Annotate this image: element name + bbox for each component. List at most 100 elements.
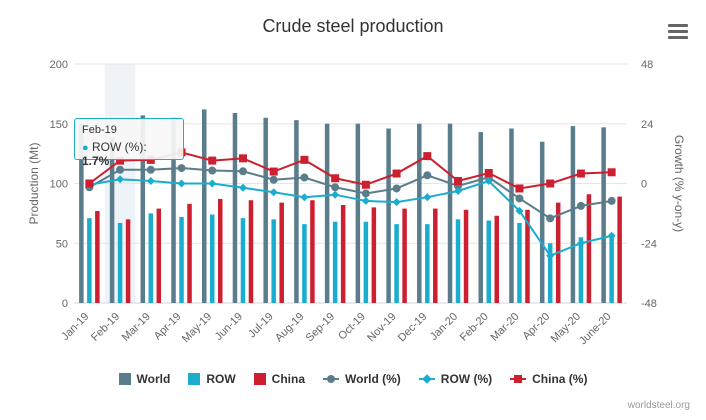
point-row xyxy=(546,251,555,260)
x-tick-label: June-20 xyxy=(577,311,614,348)
point-world xyxy=(515,194,524,203)
bar-china xyxy=(586,194,592,303)
bar-row xyxy=(271,219,276,303)
y-tick-label: 0 xyxy=(62,298,68,310)
x-tick-label: Jan-20 xyxy=(428,311,460,343)
bar-row xyxy=(148,213,154,303)
bar-row xyxy=(517,222,522,303)
bar-china xyxy=(433,208,438,303)
legend-item[interactable]: China (%) xyxy=(510,372,587,386)
x-tick-label: Feb-19 xyxy=(89,311,122,344)
point-china xyxy=(484,169,493,178)
point-world xyxy=(300,173,309,182)
bar-china xyxy=(463,209,469,303)
bar-icon xyxy=(118,373,131,385)
x-tick-label: Jan-19 xyxy=(59,311,91,343)
x-tick-label: Apr-19 xyxy=(152,311,184,343)
bar-china xyxy=(340,205,346,303)
point-row xyxy=(208,179,217,188)
circle-icon xyxy=(323,373,339,385)
y2-axis-title: Growth (% y-on-y) xyxy=(672,135,686,232)
bar-china xyxy=(95,210,100,303)
tooltip-series-label: ROW (%): xyxy=(92,140,147,154)
y2-tick-label: -48 xyxy=(641,298,657,310)
bar-world xyxy=(79,123,84,303)
point-row xyxy=(238,183,247,192)
point-world xyxy=(269,175,278,184)
x-tick-label: Jun-19 xyxy=(213,311,245,343)
bar-world xyxy=(202,109,207,303)
x-tick-label: Oct-19 xyxy=(336,311,368,343)
bar-row xyxy=(609,233,614,303)
legend: World ROW China World (%) ROW (%) China (%) xyxy=(0,372,706,386)
bar-world xyxy=(171,117,176,304)
x-tick-label: Aug-19 xyxy=(273,311,307,345)
bar-row xyxy=(87,218,92,303)
y2-tick-label: 48 xyxy=(641,59,653,71)
chart-title: Crude steel production xyxy=(262,16,444,36)
point-row xyxy=(269,188,278,197)
bar-world xyxy=(570,126,576,303)
bar-row xyxy=(394,224,399,303)
bar-row xyxy=(117,222,123,303)
bar-china xyxy=(310,200,315,303)
point-world xyxy=(146,165,155,174)
x-tick-label: May-19 xyxy=(180,311,214,345)
point-china xyxy=(515,184,524,193)
legend-item[interactable]: ROW (%) xyxy=(418,372,492,386)
line-world xyxy=(88,167,612,220)
legend-item[interactable]: World xyxy=(118,372,170,386)
bar-world xyxy=(294,120,299,303)
bar-world xyxy=(601,127,606,304)
bar-world xyxy=(386,128,391,303)
bar-world xyxy=(324,123,330,303)
bar-world xyxy=(417,123,422,303)
point-row xyxy=(116,175,125,184)
y2-tick-label: 24 xyxy=(641,119,653,131)
bar-china xyxy=(371,207,377,303)
point-china xyxy=(331,174,340,183)
bar-row xyxy=(179,216,184,303)
point-china xyxy=(208,156,217,165)
bar-world xyxy=(509,128,514,303)
bar-china xyxy=(218,199,223,303)
point-world xyxy=(331,183,340,192)
legend-item[interactable]: World (%) xyxy=(323,372,401,386)
bar-china xyxy=(402,208,407,303)
point-china xyxy=(116,156,125,165)
point-world xyxy=(116,165,125,174)
legend-item[interactable]: ROW xyxy=(188,372,236,386)
credit-link[interactable]: worldsteel.org xyxy=(627,400,690,411)
point-world xyxy=(361,189,370,198)
point-world xyxy=(423,171,432,180)
line-row xyxy=(89,178,612,257)
point-china xyxy=(238,154,247,163)
point-row xyxy=(515,206,524,215)
legend-label: China xyxy=(271,372,305,386)
point-world xyxy=(208,166,217,175)
point-row xyxy=(361,196,370,205)
legend-label: ROW xyxy=(206,372,236,386)
legend-label: World (%) xyxy=(345,372,401,386)
bar-china xyxy=(156,208,162,303)
x-tick-label: Dec-19 xyxy=(396,311,430,345)
diamond-icon xyxy=(418,373,435,385)
x-tick-label: Mar-20 xyxy=(488,311,521,344)
tooltip-row: ● ROW (%): 1.7% xyxy=(82,140,176,168)
bar-china xyxy=(248,200,254,303)
menu-icon[interactable] xyxy=(668,24,688,40)
point-china xyxy=(300,155,309,164)
bar-world xyxy=(263,117,268,304)
bar-world xyxy=(539,141,545,303)
bar-row xyxy=(240,218,246,303)
y-tick-label: 200 xyxy=(50,59,68,71)
point-china xyxy=(423,152,432,161)
point-world xyxy=(392,184,401,193)
point-world xyxy=(607,196,616,205)
bar-icon xyxy=(188,373,201,385)
x-tick-label: Jul-19 xyxy=(246,311,276,341)
legend-item[interactable]: China xyxy=(253,372,305,386)
x-tick-label: Feb-20 xyxy=(458,311,491,344)
tooltip: Feb-19 ● ROW (%): 1.7% xyxy=(74,118,184,168)
bar-china xyxy=(525,209,530,303)
